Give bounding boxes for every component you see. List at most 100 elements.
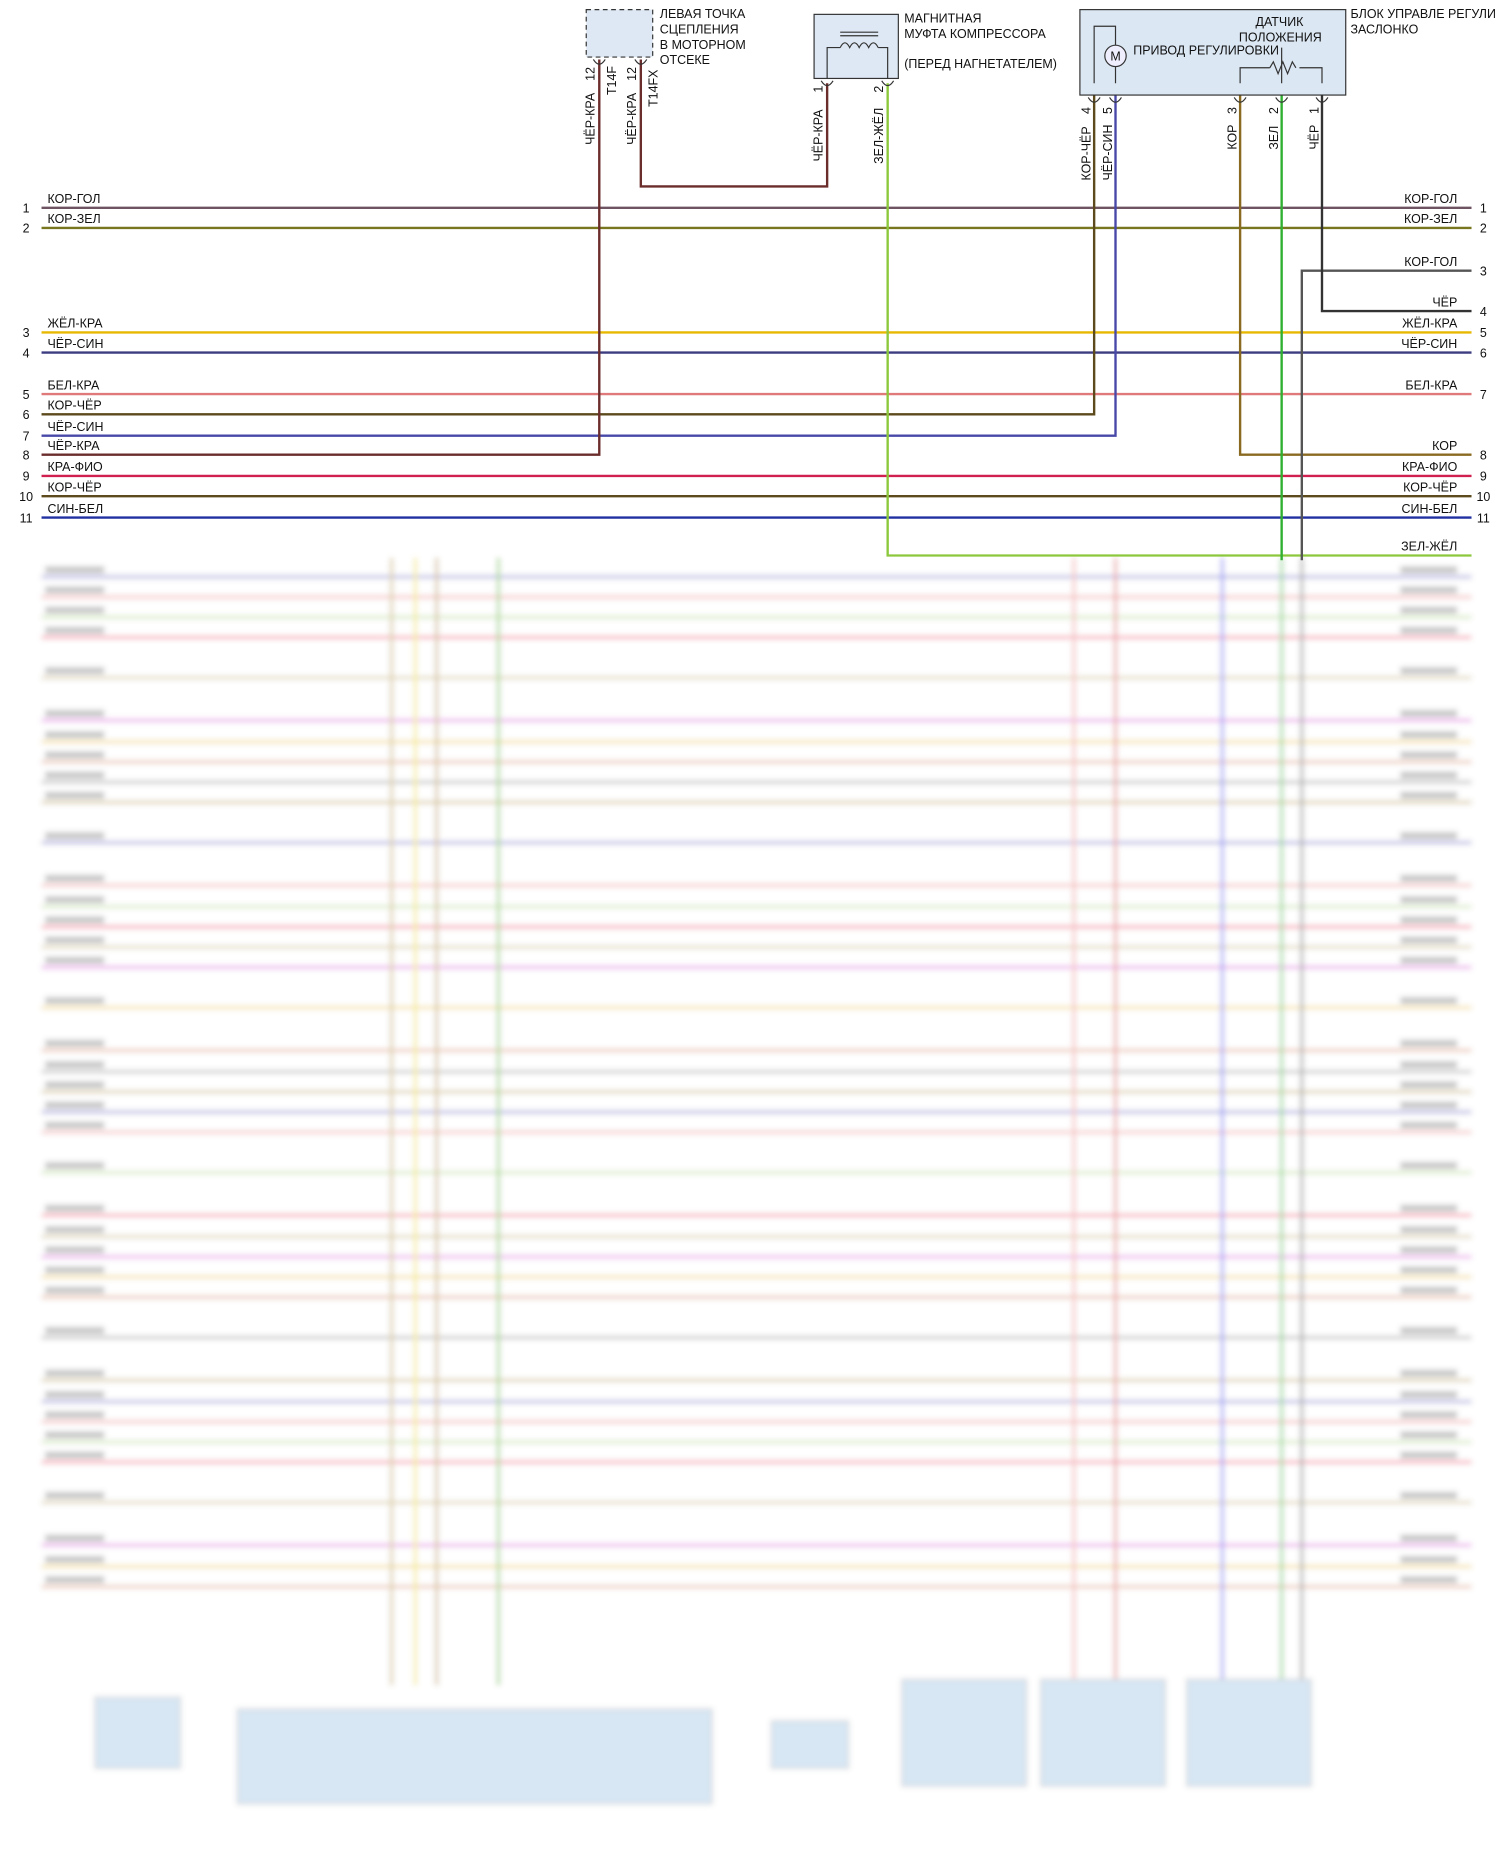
right-pin-number: 11 xyxy=(1477,511,1490,525)
left-pin-number: 6 xyxy=(23,408,30,422)
label: БЛОК УПРАВЛЕ РЕГУЛИ xyxy=(1350,7,1495,21)
left-wire-label: БЕЛ-КРА xyxy=(47,378,100,392)
pin-number: 5 xyxy=(1101,107,1115,114)
right-pin-number: 3 xyxy=(1480,264,1487,278)
blur-text xyxy=(1400,956,1458,964)
blur-box xyxy=(94,1696,181,1769)
wire-label: ЧЁР xyxy=(1307,125,1321,150)
left-wire-label: КОР-ЧЁР xyxy=(47,480,101,494)
blur-text xyxy=(45,1121,105,1129)
blur-text xyxy=(1400,832,1458,840)
blur-text xyxy=(1400,1555,1458,1564)
left-wire-label: ЖЁЛ-КРА xyxy=(47,317,103,331)
blur-text xyxy=(45,1369,105,1377)
blur-text xyxy=(45,1039,105,1047)
compressor-clutch-box xyxy=(813,13,899,80)
blur-text xyxy=(1400,1286,1458,1294)
blur-text xyxy=(45,1266,105,1274)
blur-text xyxy=(45,1081,105,1089)
pin-number: 12 xyxy=(625,67,639,81)
pin-number: 3 xyxy=(1226,107,1240,114)
blur-text xyxy=(45,956,105,964)
label: СЦЕПЛЕНИЯ xyxy=(660,22,739,36)
pin-number: 1 xyxy=(1307,107,1321,114)
sensor-label: ДАТЧИК xyxy=(1256,15,1305,29)
left-wire-label: КОР-ЗЕЛ xyxy=(47,212,100,226)
right-pin-number: 2 xyxy=(1480,222,1487,236)
pin-number: 2 xyxy=(872,86,886,93)
label: В МОТОРНОМ xyxy=(660,38,746,52)
connector-rows: 1 КОР-ГОЛ 2 КОР-ЗЕЛ 3 ЖЁЛ-КРА 4 ЧЁР-СИН 5 БЕЛ-КРА… xyxy=(19,192,1490,554)
blur-text xyxy=(45,791,105,799)
blur-box xyxy=(1040,1678,1166,1787)
blur-text xyxy=(45,874,105,882)
right-wire-label: БЕЛ-КРА xyxy=(1405,378,1458,392)
blur-text xyxy=(1400,1326,1458,1334)
blur-text xyxy=(1400,1101,1458,1109)
left-pin-number: 2 xyxy=(23,222,30,236)
pin-number: 12 xyxy=(584,67,598,81)
connector-label: T14FX xyxy=(646,69,660,107)
blur-text xyxy=(1400,1491,1458,1499)
right-wire-label: ЧЁР-СИН xyxy=(1401,337,1457,351)
wire-label: ЧЁР-СИН xyxy=(1101,124,1115,180)
blur-text xyxy=(1400,1576,1458,1584)
right-pin-number: 9 xyxy=(1480,470,1487,484)
label: ЛЕВАЯ ТОЧКА xyxy=(660,7,746,21)
wire-label: ЗЕЛ xyxy=(1267,126,1281,150)
blur-text xyxy=(45,751,105,759)
right-pin-number: 5 xyxy=(1480,326,1487,340)
blur-bg xyxy=(0,557,1500,1861)
blur-text xyxy=(1400,1390,1458,1399)
wire-label: ЧЁР-КРА xyxy=(584,92,598,145)
resistor-symbol xyxy=(1269,60,1297,76)
blur-text xyxy=(1400,791,1458,799)
blur-text xyxy=(45,1326,105,1334)
right-pin-number: 6 xyxy=(1480,346,1487,360)
blur-text xyxy=(45,896,105,904)
left-pin-number: 11 xyxy=(20,511,33,525)
pin-connector xyxy=(634,59,648,65)
blur-text xyxy=(1400,1431,1458,1439)
blur-text xyxy=(45,1431,105,1439)
blur-text xyxy=(45,1246,105,1254)
blur-text xyxy=(45,916,105,924)
right-wire-label: СИН-БЕЛ xyxy=(1402,502,1458,516)
blur-text xyxy=(45,586,105,594)
blur-text xyxy=(1400,916,1458,924)
right-wire-label: КОР-ЗЕЛ xyxy=(1404,212,1457,226)
left-pin-number: 5 xyxy=(23,388,30,402)
right-pin-number: 4 xyxy=(1480,305,1487,319)
blurred-area xyxy=(0,557,1500,1861)
pin-connector xyxy=(881,80,895,87)
right-wire-label: ЧЁР xyxy=(1432,295,1457,309)
left-wire-label: КРА-ФИО xyxy=(47,460,103,474)
left-pin-number: 4 xyxy=(23,346,30,360)
pin-connector xyxy=(1109,97,1122,103)
wire-label: КОР xyxy=(1226,125,1240,150)
left-pin-number: 8 xyxy=(23,448,30,462)
pin-connector xyxy=(1087,97,1101,103)
wire-label: КОР-ЧЁР xyxy=(1080,126,1094,180)
blur-text xyxy=(1400,709,1458,717)
wire-label: ЧЁР-КРА xyxy=(625,92,639,145)
left-pin-number: 1 xyxy=(23,202,30,216)
blur-text xyxy=(45,1491,105,1499)
blur-text xyxy=(1400,1534,1458,1542)
left-pin-number: 7 xyxy=(23,429,30,443)
blur-text xyxy=(1400,731,1458,739)
right-wire-label: КРА-ФИО xyxy=(1402,460,1458,474)
blur-text xyxy=(45,832,105,840)
right-wire-label: ЖЁЛ-КРА xyxy=(1402,317,1458,331)
left-pin-number: 9 xyxy=(23,470,30,484)
blur-text xyxy=(1400,1161,1458,1170)
blur-text xyxy=(45,1576,105,1584)
blur-text xyxy=(45,1101,105,1109)
pin-number: 4 xyxy=(1080,107,1094,114)
actuator-label: ПРИВОД РЕГУЛИРОВКИ xyxy=(1133,44,1279,58)
connector-label: T14F xyxy=(605,66,619,95)
label: МАГНИТНАЯ xyxy=(904,12,981,26)
blur-text xyxy=(45,771,105,779)
right-wire-label: КОР-ГОЛ xyxy=(1404,192,1457,206)
left-wire-label: СИН-БЕЛ xyxy=(47,502,103,516)
